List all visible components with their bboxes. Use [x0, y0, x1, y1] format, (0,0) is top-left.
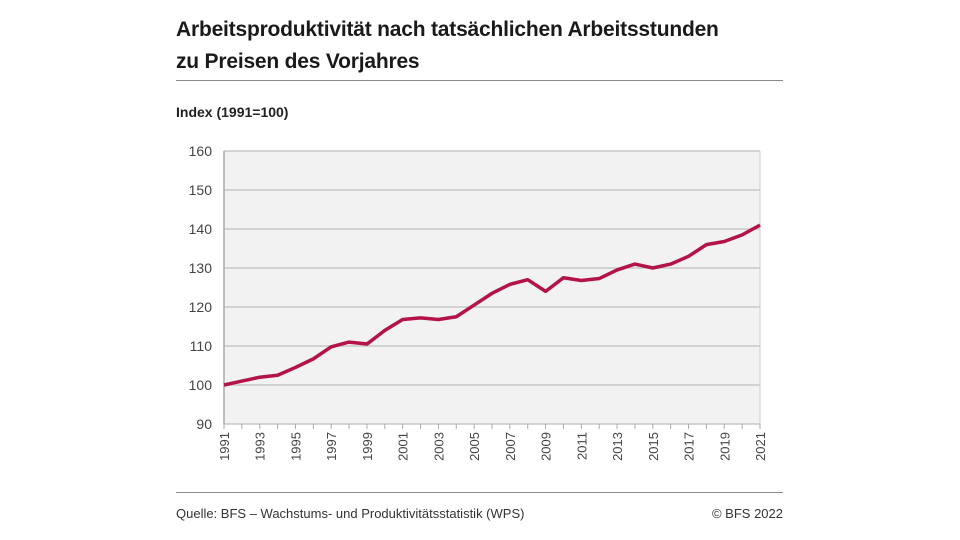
x-tick-label: 2021	[753, 432, 768, 461]
y-tick-label: 140	[189, 221, 213, 237]
y-tick-label: 110	[190, 338, 213, 354]
copyright: © BFS 2022	[711, 506, 783, 521]
x-tick-label: 2003	[431, 432, 446, 461]
y-tick-label: 160	[189, 143, 213, 159]
chart-title: Arbeitsproduktivität nach tatsächlichen …	[176, 14, 719, 78]
y-tick-label: 150	[189, 182, 213, 198]
y-tick-label: 90	[196, 416, 212, 432]
x-tick-label: 2019	[717, 432, 732, 461]
title-line-2: zu Preisen des Vorjahres	[176, 50, 420, 73]
x-tick-label: 1999	[360, 432, 375, 461]
bottom-divider	[176, 492, 783, 493]
top-divider	[176, 80, 783, 81]
x-tick-label: 1997	[324, 432, 339, 461]
x-tick-label: 1993	[253, 432, 268, 461]
title-line-1: Arbeitsproduktivität nach tatsächlichen …	[176, 18, 719, 41]
y-axis-label: Index (1991=100)	[176, 104, 289, 120]
x-tick-label: 1995	[288, 432, 303, 461]
x-tick-label: 2017	[682, 432, 697, 461]
y-tick-label: 100	[189, 377, 213, 393]
x-tick-label: 2005	[467, 432, 482, 461]
x-tick-label: 2009	[539, 432, 554, 461]
x-tick-label: 2011	[574, 432, 589, 460]
source-note: Quelle: BFS – Wachstums- und Produktivit…	[176, 506, 525, 521]
plot-area	[224, 151, 760, 424]
y-tick-label: 120	[189, 299, 213, 315]
x-tick-label: 2015	[646, 432, 661, 461]
x-tick-label: 2001	[396, 432, 411, 461]
x-tick-label: 2013	[610, 432, 625, 461]
y-tick-label: 130	[189, 260, 213, 276]
x-tick-label: 1991	[217, 432, 232, 461]
x-tick-label: 2007	[503, 432, 518, 461]
